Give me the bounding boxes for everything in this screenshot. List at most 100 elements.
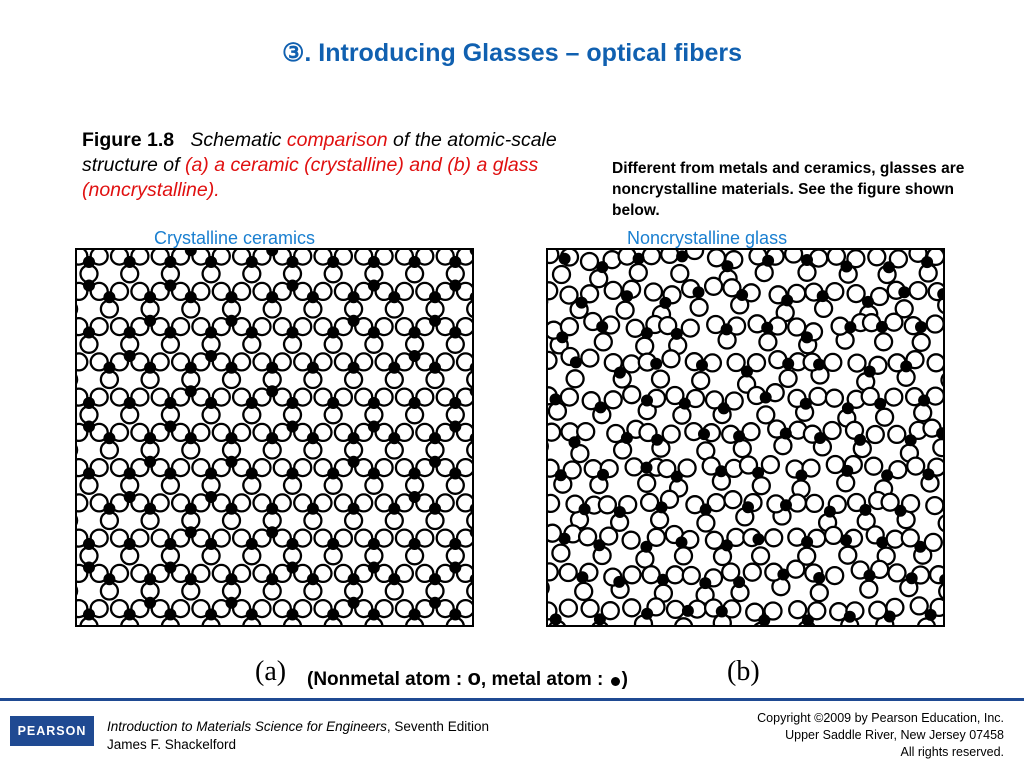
metal-atom xyxy=(103,573,116,586)
nonmetal-atom xyxy=(804,493,825,514)
nonmetal-atom xyxy=(191,250,211,266)
nonmetal-atom xyxy=(548,493,561,514)
nonmetal-atom xyxy=(758,332,778,352)
nonmetal-atom xyxy=(551,543,571,563)
nonmetal-atom xyxy=(559,317,580,337)
nonmetal-atom xyxy=(313,281,333,302)
nonmetal-atom xyxy=(374,493,394,513)
metal-atom xyxy=(651,433,664,446)
rights-line: All rights reserved. xyxy=(900,745,1004,759)
nonmetal-atom xyxy=(738,455,759,475)
nonmetal-atom xyxy=(252,352,272,372)
metal-atom xyxy=(367,608,380,621)
metal-atom xyxy=(266,573,279,586)
nonmetal-atom xyxy=(559,285,579,305)
nonmetal-atom xyxy=(150,316,170,337)
metal-atom xyxy=(844,321,857,334)
caption-part1: Schematic xyxy=(190,129,287,151)
metal-atom xyxy=(863,569,876,582)
nonmetal-atom xyxy=(649,510,670,530)
nonmetal-atom xyxy=(600,601,620,621)
book-edition: , Seventh Edition xyxy=(386,719,489,734)
nonmetal-atom xyxy=(925,314,943,334)
nonmetal-atom xyxy=(900,493,921,514)
metal-atom xyxy=(554,469,567,482)
metal-atom xyxy=(905,572,918,585)
metal-atom xyxy=(894,504,907,517)
nonmetal-atom xyxy=(231,281,252,302)
nonmetal-atom xyxy=(89,316,109,337)
metal-atom xyxy=(205,467,218,480)
metal-atom xyxy=(266,250,279,257)
metal-atom xyxy=(859,503,872,516)
nonmetal-atom xyxy=(252,250,272,266)
metal-atom xyxy=(347,502,360,515)
nonmetal-atom xyxy=(191,598,211,619)
nonmetal-atom xyxy=(252,598,272,619)
nonmetal-atom xyxy=(813,298,834,319)
metal-atom xyxy=(429,314,441,327)
nonmetal-atom xyxy=(646,527,666,547)
metal-atom xyxy=(593,613,606,625)
metal-atom xyxy=(681,604,694,617)
panel-a-label: Crystalline ceramics xyxy=(154,228,316,248)
nonmetal-atom xyxy=(657,458,677,479)
metal-atom xyxy=(449,279,462,292)
nonmetal-atom xyxy=(778,368,798,389)
metal-atom xyxy=(347,455,360,468)
metal-atom xyxy=(388,432,401,445)
nonmetal-atom xyxy=(797,262,817,282)
nonmetal-atom xyxy=(628,262,648,283)
nonmetal-atom xyxy=(211,457,231,478)
metal-atom xyxy=(692,286,705,299)
nonmetal-atom xyxy=(888,460,908,480)
metal-atom xyxy=(266,526,279,539)
nonmetal-atom xyxy=(313,457,333,478)
metal-atom xyxy=(863,365,876,378)
nonmetal-atom xyxy=(435,422,455,443)
metal-atom xyxy=(388,361,401,374)
caption-part4: (a) a ceramic (crystalline) and (b) a gl… xyxy=(82,154,539,201)
metal-atom xyxy=(144,573,157,586)
figure-label: Figure 1.8 xyxy=(82,129,175,151)
metal-atom xyxy=(556,331,569,344)
nonmetal-atom xyxy=(635,336,655,356)
nonmetal-atom xyxy=(864,456,884,476)
metal-atom xyxy=(184,502,197,515)
metal-atom xyxy=(83,561,95,574)
nonmetal-atom xyxy=(859,579,879,599)
metal-atom xyxy=(306,432,319,445)
metal-atom xyxy=(164,561,177,574)
nonmetal-atom xyxy=(313,528,333,548)
nonmetal-atom xyxy=(252,281,272,302)
nonmetal-atom xyxy=(937,514,943,532)
nonmetal-atom xyxy=(170,352,191,372)
nonmetal-atom xyxy=(721,562,741,582)
nonmetal-atom xyxy=(394,250,415,266)
nonmetal-atom xyxy=(170,422,191,443)
nonmetal-atom xyxy=(89,457,109,478)
metal-atom xyxy=(83,256,95,268)
nonmetal-atom xyxy=(466,441,472,459)
nonmetal-atom xyxy=(660,250,680,265)
nonmetal-atom xyxy=(89,281,109,302)
nonmetal-atom xyxy=(867,250,887,267)
nonmetal-atom xyxy=(170,387,191,407)
metal-atom xyxy=(717,402,730,415)
nonmetal-atom xyxy=(211,493,231,513)
metal-atom xyxy=(367,561,380,574)
nonmetal-atom xyxy=(354,387,374,407)
metal-atom xyxy=(758,614,771,625)
nonmetal-atom xyxy=(548,401,568,421)
nonmetal-atom xyxy=(109,352,130,372)
metal-atom xyxy=(225,314,238,327)
metal-atom xyxy=(123,256,136,268)
nonmetal-atom xyxy=(612,440,633,460)
nonmetal-atom xyxy=(637,473,657,493)
nonmetal-atom xyxy=(170,250,191,266)
nonmetal-atom xyxy=(415,457,435,478)
nonmetal-atom xyxy=(888,250,909,269)
metal-atom xyxy=(225,502,238,515)
subfigure-b-label: (b) xyxy=(727,656,760,687)
book-title: Introduction to Materials Science for En… xyxy=(107,719,387,734)
